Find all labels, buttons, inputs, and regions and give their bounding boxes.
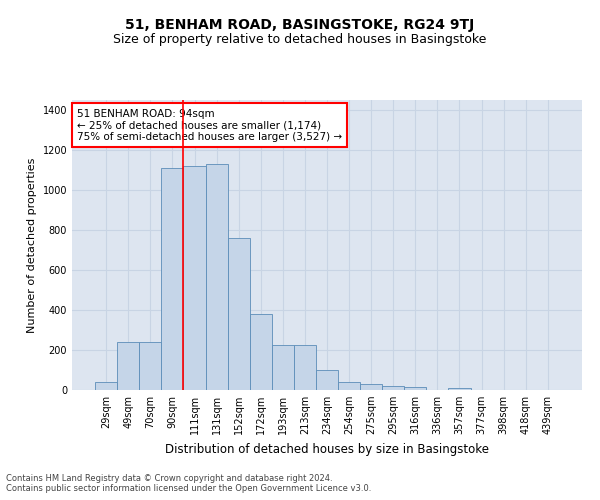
Bar (184, 166, 206, 390)
Bar (227, 238, 250, 390)
Bar (206, 164, 227, 390)
Text: Size of property relative to detached houses in Basingstoke: Size of property relative to detached ho… (113, 32, 487, 46)
Bar (117, 342, 139, 390)
Text: 51, BENHAM ROAD, BASINGSTOKE, RG24 9TJ: 51, BENHAM ROAD, BASINGSTOKE, RG24 9TJ (125, 18, 475, 32)
Bar (338, 382, 360, 390)
Text: Contains public sector information licensed under the Open Government Licence v3: Contains public sector information licen… (6, 484, 371, 493)
Bar (272, 345, 294, 390)
Bar (250, 314, 272, 390)
Y-axis label: Number of detached properties: Number of detached properties (27, 158, 37, 332)
Bar (404, 387, 427, 390)
Text: Contains HM Land Registry data © Crown copyright and database right 2024.: Contains HM Land Registry data © Crown c… (6, 474, 332, 483)
Bar (382, 386, 404, 390)
X-axis label: Distribution of detached houses by size in Basingstoke: Distribution of detached houses by size … (165, 442, 489, 456)
Bar (161, 168, 184, 390)
Bar (448, 388, 470, 390)
Bar (95, 382, 117, 390)
Bar (294, 345, 316, 390)
Bar (360, 384, 382, 390)
Text: 51 BENHAM ROAD: 94sqm
← 25% of detached houses are smaller (1,174)
75% of semi-d: 51 BENHAM ROAD: 94sqm ← 25% of detached … (77, 108, 342, 142)
Bar (139, 342, 161, 390)
Bar (316, 370, 338, 390)
